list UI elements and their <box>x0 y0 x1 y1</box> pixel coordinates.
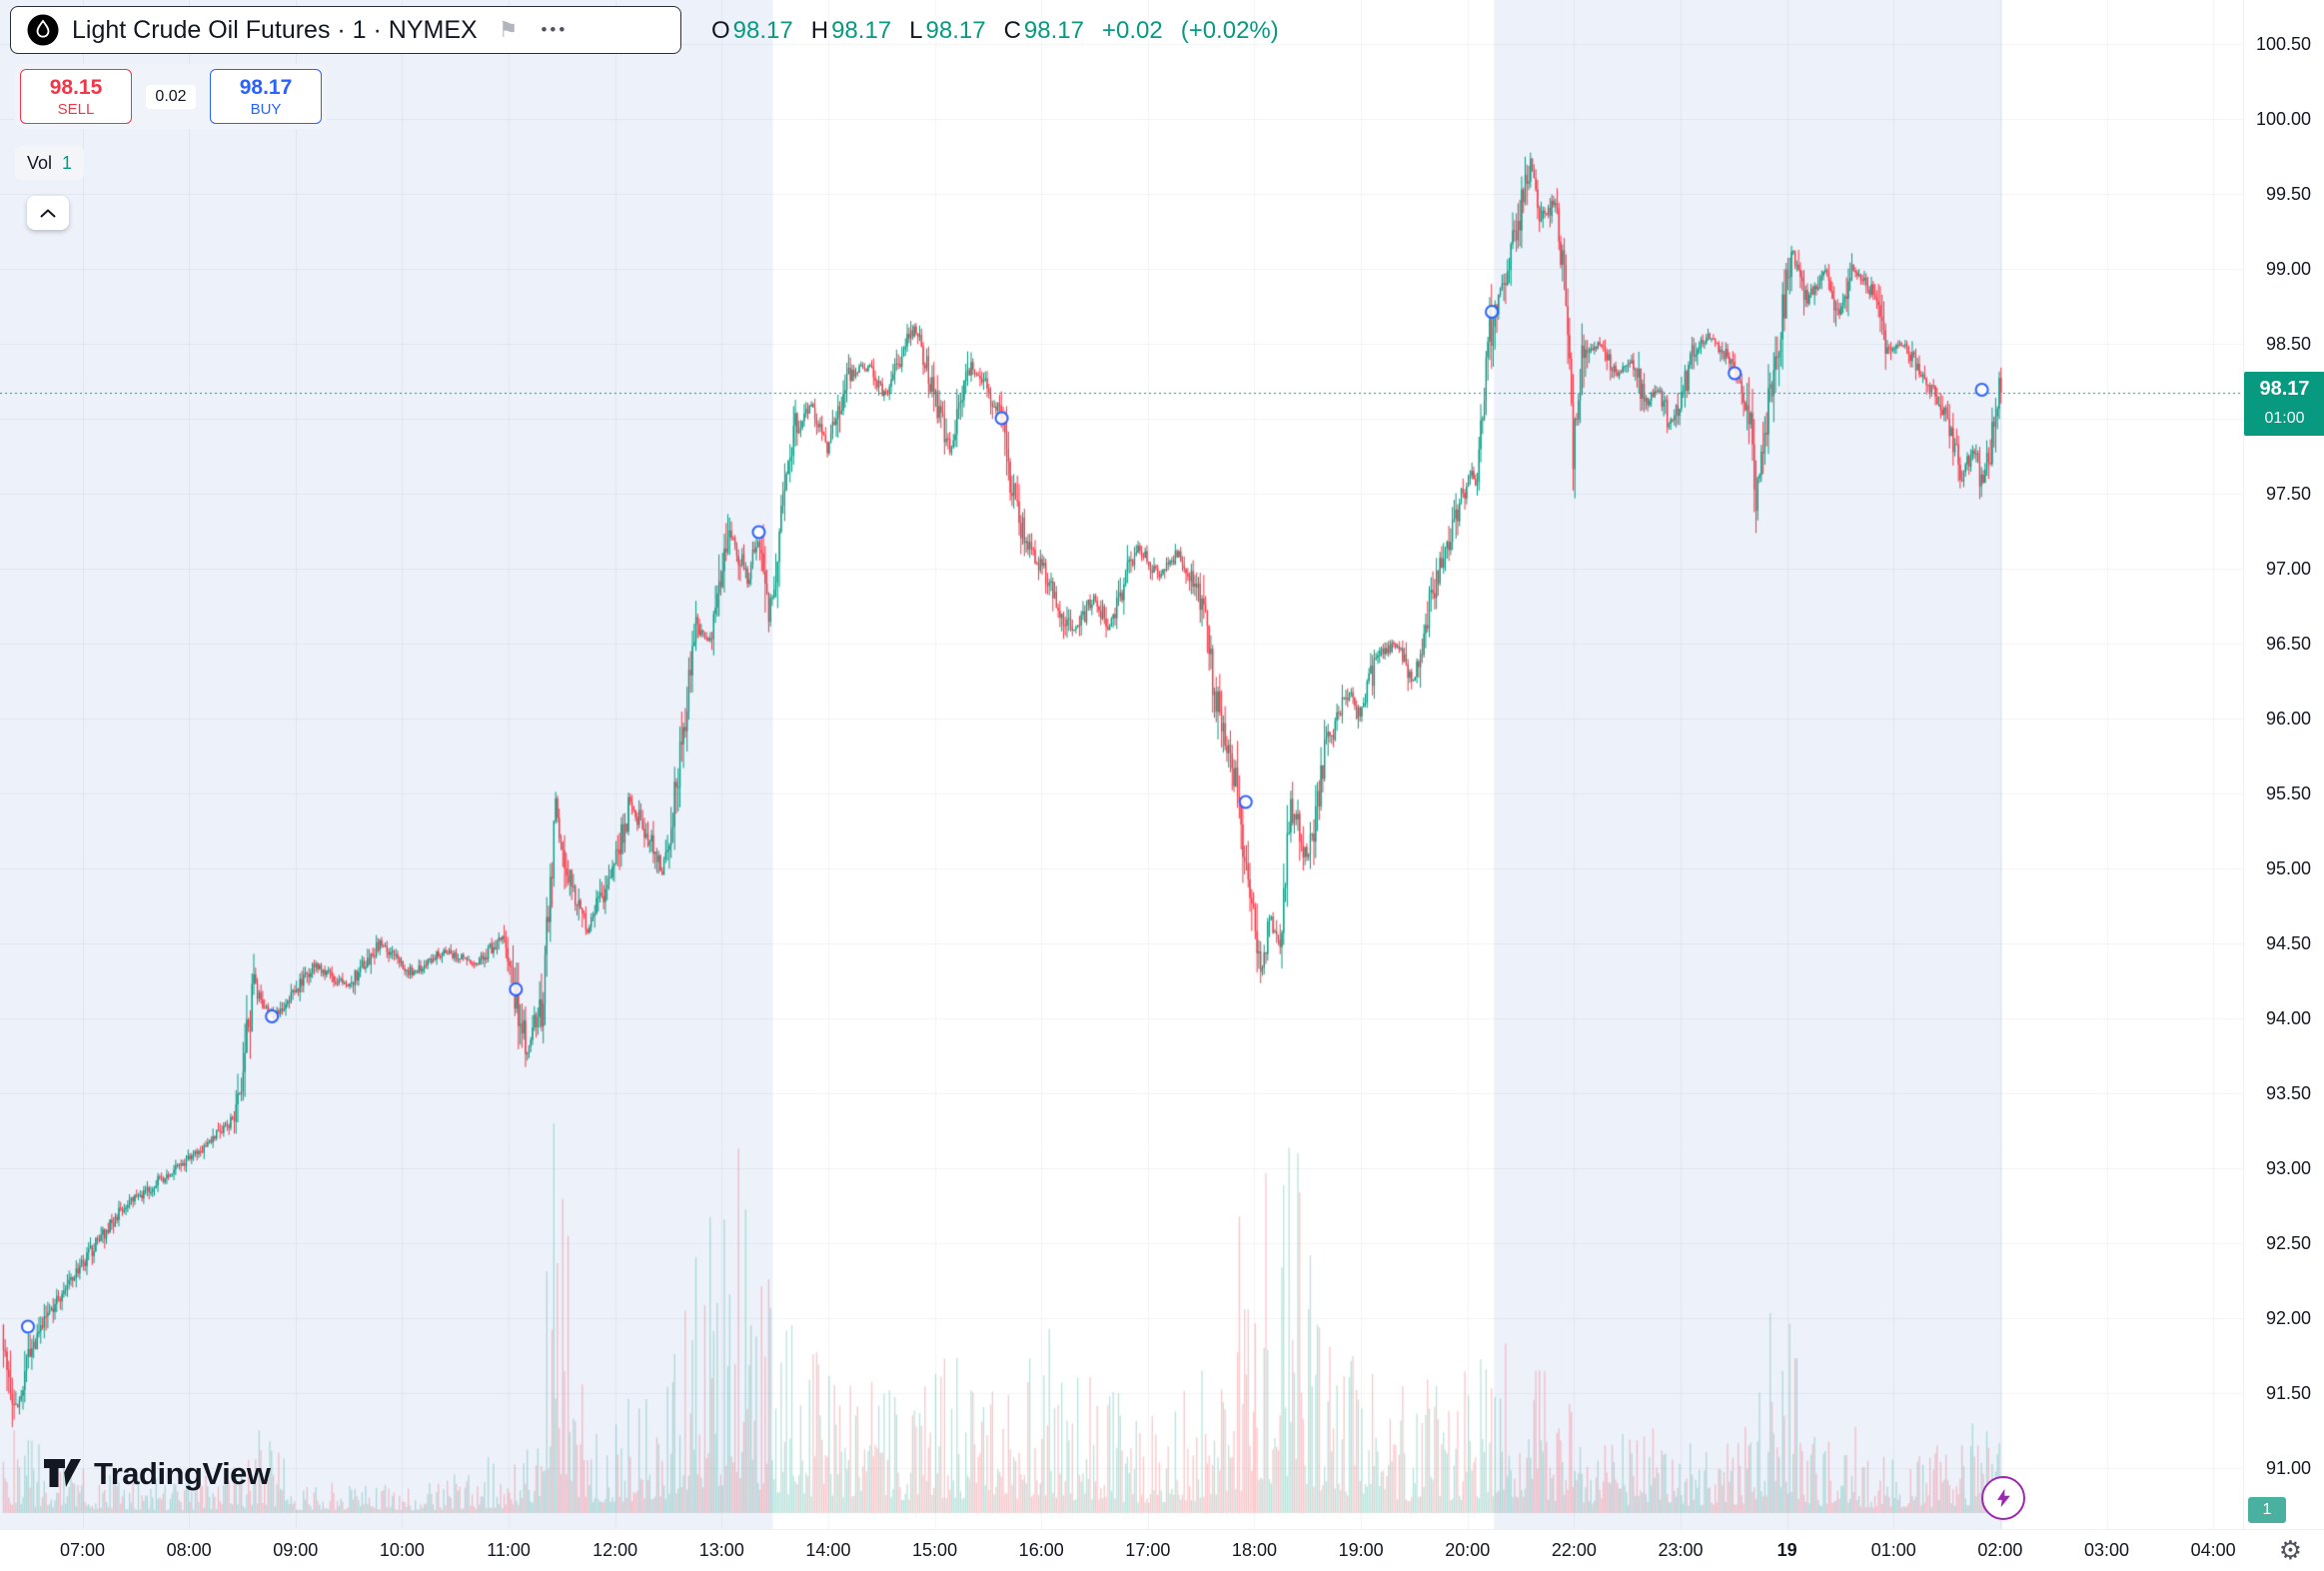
buy-label: BUY <box>250 100 282 118</box>
price-axis-label: 94.00 <box>2265 1007 2311 1028</box>
time-axis-label: 10:00 <box>379 1540 425 1560</box>
time-axis-label: 19 <box>1776 1540 1797 1560</box>
collapse-legend-button[interactable] <box>27 196 69 230</box>
price-axis-label: 94.50 <box>2265 932 2311 953</box>
last-price-badge: 98.17 01:00 <box>2244 372 2324 436</box>
time-axis-label: 20:00 <box>1445 1540 1491 1560</box>
close-label: C <box>1003 17 1021 44</box>
time-axis-label: 19:00 <box>1338 1540 1384 1560</box>
sell-label: SELL <box>57 100 95 118</box>
time-axis-label: 16:00 <box>1018 1540 1064 1560</box>
price-axis-label: 100.50 <box>2255 33 2311 54</box>
symbol-logo-oil-drop-icon <box>27 14 59 46</box>
time-axis-label: 04:00 <box>2190 1540 2236 1560</box>
high-label: H <box>810 17 829 44</box>
volume-axis-badge: 1 <box>2248 1497 2286 1523</box>
price-axis-label: 92.50 <box>2265 1232 2311 1253</box>
time-axis-label: 07:00 <box>60 1540 106 1560</box>
price-axis[interactable]: 91.00 91.50 92.00 92.50 93.00 93.50 94.00 94.50… <box>2243 0 2324 1529</box>
time-axis-label: 03:00 <box>2083 1540 2130 1560</box>
time-axis-label: 13:00 <box>698 1540 744 1560</box>
chevron-up-icon <box>40 209 56 218</box>
price-axis-label: 98.50 <box>2265 333 2311 354</box>
spread-wrap: 0.02 <box>132 84 210 109</box>
price-axis-label: 97.50 <box>2265 483 2311 504</box>
more-options-icon[interactable]: ••• <box>541 20 569 39</box>
open-label: O <box>711 17 730 44</box>
volume-value: 1 <box>62 152 73 173</box>
time-axis-label: 11:00 <box>487 1540 531 1560</box>
time-axis-label: 18:00 <box>1231 1540 1277 1560</box>
gear-icon[interactable]: ⚙ <box>2278 1535 2302 1565</box>
time-axis-label: 08:00 <box>166 1540 212 1560</box>
spread-value: 0.02 <box>146 84 196 109</box>
time-axis-label: 14:00 <box>805 1540 851 1560</box>
change-value: +0.02 <box>1101 17 1163 44</box>
high-value: 98.17 <box>831 17 892 44</box>
tradingview-logo-text: TradingView <box>94 1456 271 1491</box>
sell-price: 98.15 <box>49 75 103 99</box>
price-axis-label: 99.50 <box>2265 183 2311 204</box>
last-price-value: 98.17 <box>2259 378 2310 400</box>
buy-button[interactable]: 98.17 BUY <box>210 69 322 124</box>
bar-countdown: 01:00 <box>2264 410 2305 427</box>
low-value: 98.17 <box>925 17 986 44</box>
time-axis-label: 22:00 <box>1551 1540 1597 1560</box>
buy-price: 98.17 <box>239 75 293 99</box>
time-axis-label: 15:00 <box>912 1540 958 1560</box>
tradingview-logo[interactable]: TradingView <box>42 1455 271 1493</box>
time-axis-label: 09:00 <box>273 1540 319 1560</box>
price-axis-label: 93.00 <box>2265 1157 2311 1178</box>
volume-label: Vol <box>27 152 53 173</box>
time-axis-label: 01:00 <box>1870 1540 1916 1560</box>
lightning-bolt-icon <box>1992 1487 2014 1509</box>
price-axis-label: 99.00 <box>2265 258 2311 279</box>
price-axis-label: 96.00 <box>2265 708 2311 729</box>
price-chart-canvas[interactable] <box>0 0 2243 1529</box>
low-label: L <box>909 17 923 44</box>
change-percent: (+0.02%) <box>1180 17 1279 44</box>
time-axis[interactable]: ⚙ 07:00 08:00 09:00 10:00 11:00 12:00 13:00 14:… <box>0 1529 2324 1571</box>
price-axis-label: 92.00 <box>2265 1307 2311 1328</box>
price-axis-label: 96.50 <box>2265 633 2311 654</box>
price-axis-label: 100.00 <box>2255 108 2311 129</box>
open-value: 98.17 <box>732 17 793 44</box>
price-axis-label: 93.50 <box>2265 1082 2311 1103</box>
flag-icon[interactable]: ⚑ <box>498 17 519 42</box>
trade-widget: 98.15 SELL 0.02 98.17 BUY <box>15 64 327 129</box>
price-axis-label: 95.00 <box>2265 857 2311 878</box>
time-axis-label: 02:00 <box>1977 1540 2023 1560</box>
sell-button[interactable]: 98.15 SELL <box>20 69 132 124</box>
boost-button[interactable] <box>1981 1476 2025 1520</box>
price-axis-label: 91.00 <box>2265 1457 2311 1478</box>
time-axis-label: 12:00 <box>592 1540 638 1560</box>
time-axis-label: 17:00 <box>1125 1540 1171 1560</box>
ohlc-readout: O 98.17 H 98.17 L 98.17 C 98.17 +0.02 (+0.02… <box>711 17 1279 45</box>
price-axis-label: 97.00 <box>2265 558 2311 579</box>
symbol-title: Light Crude Oil Futures · 1 · NYMEX <box>72 15 478 44</box>
volume-legend-row[interactable]: Vol 1 <box>15 146 85 180</box>
price-axis-label: 91.50 <box>2265 1382 2311 1403</box>
price-axis-label: 95.50 <box>2265 783 2311 803</box>
tradingview-mark-icon <box>42 1455 82 1493</box>
time-axis-label: 23:00 <box>1658 1540 1704 1560</box>
close-value: 98.17 <box>1023 17 1084 44</box>
symbol-info-pill[interactable]: Light Crude Oil Futures · 1 · NYMEX ⚑ ••… <box>10 6 681 54</box>
